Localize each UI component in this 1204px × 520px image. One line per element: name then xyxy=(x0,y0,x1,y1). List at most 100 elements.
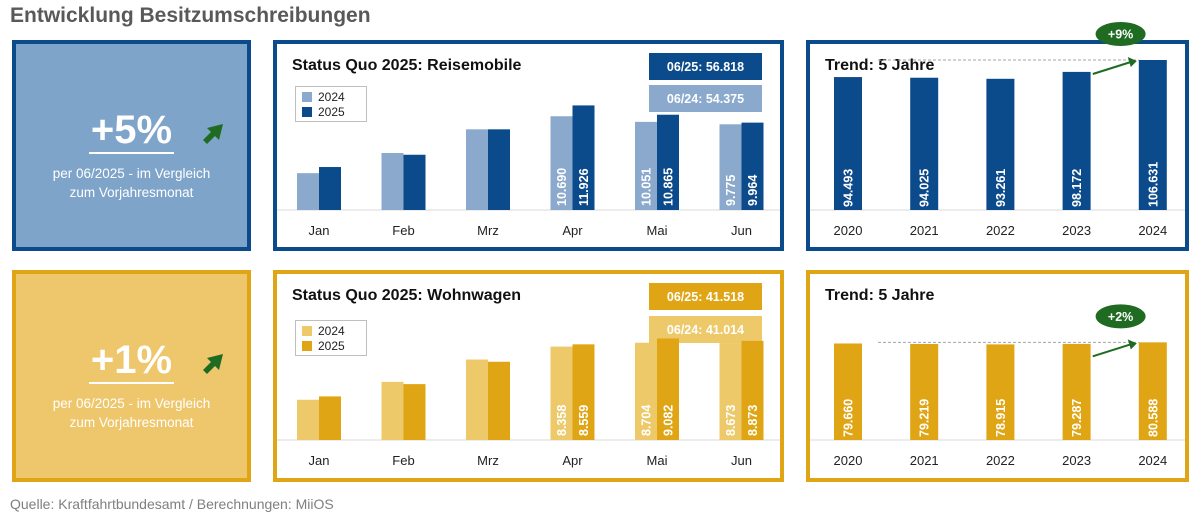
chip-2024: 06/24: 41.014 xyxy=(649,316,762,343)
bar-2025-apr xyxy=(572,344,595,440)
x-tick-label: Mai xyxy=(647,223,668,238)
trend-arrow-head xyxy=(1127,339,1137,350)
kpi-card-wohnwagen: +1% per 06/2025 - im Vergleich zum Vorja… xyxy=(12,270,251,482)
data-label: 80.588 xyxy=(1146,399,1160,437)
data-label: 106.631 xyxy=(1146,162,1160,207)
bar-2024-mai xyxy=(635,121,657,210)
bar-2025-mai xyxy=(657,338,679,440)
bar-2020 xyxy=(834,343,862,440)
trend-badge xyxy=(1095,21,1146,46)
bar-2025-apr xyxy=(572,105,595,210)
panel-title: Trend: 5 Jahre xyxy=(825,57,935,74)
bar-2025-jan xyxy=(319,167,341,210)
legend-item-2025: 2025 xyxy=(302,104,360,119)
bar-2024-jun xyxy=(719,343,742,440)
bar-2025-mrz xyxy=(488,129,510,210)
bar-2024 xyxy=(1138,59,1167,210)
bar-2024-apr xyxy=(550,346,573,440)
bar-2024-mai xyxy=(635,342,657,440)
bar-2024-mrz xyxy=(466,359,488,440)
reisemobile-monthly-chart: Jan Feb Mrz 10.690 11.926 Apr 10.051 10.865 Mai 9… xyxy=(277,105,780,238)
bar-2024 xyxy=(1138,342,1167,440)
trend-arrow-line xyxy=(1092,61,1132,75)
x-tick-label: Mrz xyxy=(477,223,499,238)
data-label: 10.865 xyxy=(662,168,676,206)
bar-2025-jan xyxy=(319,396,341,440)
x-tick-label: Jun xyxy=(731,223,752,238)
x-tick-label: 2024 xyxy=(1138,223,1167,238)
x-tick-label: 2021 xyxy=(910,223,939,238)
trend-arrow-head xyxy=(1127,56,1137,67)
panel-reisemobile-trend: Trend: 5 Jahre 94.493 2020 94.025 2021 93.26… xyxy=(806,21,1189,251)
bar-2025-mai xyxy=(657,114,679,210)
x-tick-label: Jan xyxy=(309,223,330,238)
bar-2024-apr xyxy=(550,116,573,210)
x-tick-label: Feb xyxy=(392,453,414,468)
data-label: 9.775 xyxy=(724,175,738,206)
bar-2024-jan xyxy=(297,399,319,440)
data-label: 10.051 xyxy=(640,168,654,206)
bar-2024-jan xyxy=(297,173,319,210)
kpi-value: +5% xyxy=(88,108,175,154)
data-label: 98.172 xyxy=(1070,169,1084,207)
wohnwagen-trend-chart: 79.660 2020 79.219 2021 78.915 2022 79.287 2023… xyxy=(810,304,1185,468)
bar-2022 xyxy=(986,344,1015,440)
data-label: 79.219 xyxy=(918,399,932,437)
x-tick-label: Jun xyxy=(731,453,752,468)
green-arrow-up-right-icon xyxy=(203,124,223,144)
bar-2025-jun xyxy=(741,340,764,440)
x-tick-label: 2023 xyxy=(1062,453,1091,468)
data-label: 8.559 xyxy=(577,405,591,436)
bar-2021 xyxy=(910,77,939,210)
x-tick-label: 2022 xyxy=(986,223,1015,238)
trend-badge-label: +9% xyxy=(1108,27,1133,41)
panel-reisemobile-monthly: Status Quo 2025: Reisemobile 06/25: 56.8… xyxy=(273,40,784,251)
panel-wohnwagen-monthly: Status Quo 2025: Wohnwagen 06/25: 41.518… xyxy=(273,270,784,482)
data-label: 93.261 xyxy=(994,169,1008,207)
data-label: 9.082 xyxy=(662,405,676,436)
bar-2020 xyxy=(834,77,862,210)
x-tick-label: 2023 xyxy=(1062,223,1091,238)
data-label: 10.690 xyxy=(555,168,569,206)
trend-badge xyxy=(1095,304,1146,329)
chart-legend: 2024 2025 xyxy=(295,320,367,356)
panel-title: Status Quo 2025: Reisemobile xyxy=(292,57,522,74)
bar-2023 xyxy=(1062,71,1091,210)
panel-wohnwagen-trend: Trend: 5 Jahre 79.660 2020 79.219 2021 78.91… xyxy=(806,270,1189,482)
chip-2025: 06/25: 56.818 xyxy=(649,53,762,80)
data-label: 8.673 xyxy=(724,405,738,436)
trend-badge-label: +2% xyxy=(1108,310,1133,324)
x-tick-label: Mai xyxy=(647,453,668,468)
panel-title: Status Quo 2025: Wohnwagen xyxy=(292,287,522,304)
bar-2024-mrz xyxy=(466,129,488,210)
x-tick-label: Mrz xyxy=(477,453,499,468)
legend-item-2024: 2024 xyxy=(302,89,360,104)
legend-item-2024: 2024 xyxy=(302,323,360,338)
legend-item-2025: 2025 xyxy=(302,338,360,353)
x-tick-label: 2022 xyxy=(986,453,1015,468)
data-label: 79.660 xyxy=(842,399,856,437)
chart-legend: 2024 2025 xyxy=(295,86,367,122)
bar-2024-jun xyxy=(719,124,742,210)
chip-2024: 06/24: 54.375 xyxy=(649,85,762,112)
chip-2025: 06/25: 41.518 xyxy=(649,283,762,310)
data-label: 94.493 xyxy=(842,169,856,207)
reisemobile-trend-chart: 94.493 2020 94.025 2021 93.261 2022 98.172 2023… xyxy=(810,21,1185,238)
bar-2023 xyxy=(1062,343,1091,440)
x-tick-label: Jan xyxy=(309,453,330,468)
green-arrow-up-right-icon xyxy=(203,354,223,374)
bar-2024-feb xyxy=(381,381,404,440)
kpi-card-reisemobile: +5% per 06/2025 - im Vergleich zum Vorja… xyxy=(12,40,251,251)
data-label: 9.964 xyxy=(746,175,760,206)
data-label: 94.025 xyxy=(918,169,932,207)
source-note: Quelle: Kraftfahrtbundesamt / Berechnung… xyxy=(10,496,334,512)
kpi-caption: per 06/2025 - im Vergleich zum Vorjahres… xyxy=(52,166,211,200)
bar-2021 xyxy=(910,344,939,440)
bar-2025-jun xyxy=(741,122,764,210)
x-tick-label: 2020 xyxy=(834,223,863,238)
x-tick-label: Apr xyxy=(562,453,583,468)
kpi-value: +1% xyxy=(88,338,175,384)
x-tick-label: Apr xyxy=(562,223,583,238)
trend-arrow-line xyxy=(1092,343,1132,358)
data-label: 8.358 xyxy=(555,405,569,436)
